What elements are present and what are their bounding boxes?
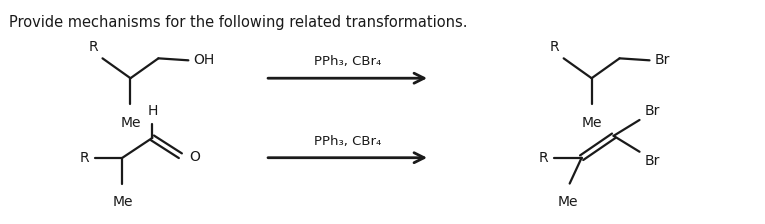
Text: Me: Me (120, 116, 141, 130)
Text: O: O (190, 150, 200, 164)
Text: Provide mechanisms for the following related transformations.: Provide mechanisms for the following rel… (8, 15, 467, 30)
Text: R: R (550, 40, 560, 54)
Text: PPh₃, CBr₄: PPh₃, CBr₄ (314, 55, 381, 68)
Text: H: H (147, 104, 158, 118)
Text: R: R (80, 151, 90, 165)
Text: PPh₃, CBr₄: PPh₃, CBr₄ (314, 135, 381, 148)
Text: OH: OH (194, 53, 215, 67)
Text: Me: Me (112, 196, 132, 209)
Text: R: R (89, 40, 99, 54)
Text: Me: Me (558, 196, 578, 209)
Text: Br: Br (645, 104, 660, 118)
Text: R: R (539, 151, 549, 165)
Text: Br: Br (655, 53, 670, 67)
Text: Br: Br (645, 154, 660, 168)
Text: Me: Me (581, 116, 602, 130)
